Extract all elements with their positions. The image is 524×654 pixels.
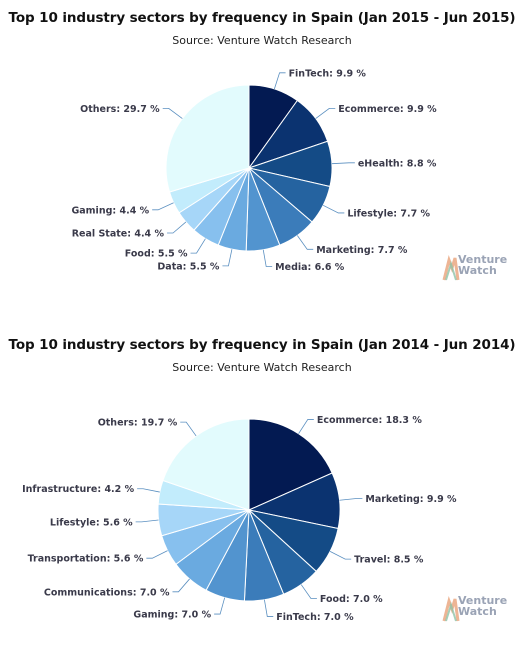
slice-label: Ecommerce: 9.9 % <box>338 104 437 115</box>
venture-watch-logo: Venture Watch <box>442 593 512 627</box>
slice-label: Marketing: 9.9 % <box>365 494 457 505</box>
leader-line <box>300 584 317 599</box>
slice-label: FinTech: 7.0 % <box>276 612 354 623</box>
slice-label: Real State: 4.4 % <box>72 229 165 240</box>
leader-line <box>322 204 345 214</box>
leader-line <box>315 107 336 119</box>
slice-label: Others: 29.7 % <box>80 104 160 115</box>
pie-slice <box>162 418 250 511</box>
slice-label: Media: 6.6 % <box>275 262 345 273</box>
leader-line <box>152 202 174 211</box>
leader-line <box>296 235 314 250</box>
logo-mark-icon <box>442 595 460 622</box>
leader-line <box>137 488 160 493</box>
leader-line <box>172 578 190 593</box>
chart-title: Top 10 industry sectors by frequency in … <box>8 337 516 353</box>
pie-chart-2014: Ecommerce: 18.3 % Marketing: 9.9 % Travel:… <box>22 415 457 623</box>
slice-label: eHealth: 8.8 % <box>358 158 437 169</box>
leader-line <box>273 72 286 90</box>
leader-line <box>190 238 206 254</box>
slice-label: Gaming: 7.0 % <box>133 610 211 621</box>
slice-label: Lifestyle: 7.7 % <box>347 208 430 219</box>
chart-subtitle: Source: Venture Watch Research <box>172 34 352 47</box>
venture-watch-logo: Venture Watch <box>442 252 512 286</box>
leader-line <box>135 519 159 523</box>
slice-label: FinTech: 9.9 % <box>289 68 367 79</box>
leader-line <box>214 597 226 615</box>
pie-slice <box>165 84 250 193</box>
leader-line <box>339 498 363 501</box>
leader-line <box>146 550 168 559</box>
slice-label: Data: 5.5 % <box>157 261 219 272</box>
pie-slice <box>248 418 333 511</box>
slice-label: Infrastructure: 4.2 % <box>22 484 134 495</box>
slice-label: Gaming: 4.4 % <box>71 205 149 216</box>
chart-subtitle: Source: Venture Watch Research <box>172 361 352 374</box>
leader-line <box>222 249 233 267</box>
slice-label: Travel: 8.5 % <box>354 555 424 566</box>
slice-label: Ecommerce: 18.3 % <box>317 415 423 426</box>
leader-line <box>162 107 183 119</box>
leader-line <box>298 419 314 434</box>
pie-chart-2015: FinTech: 9.9 % Ecommerce: 9.9 % eHealth: 8… <box>71 68 437 273</box>
chart-title: Top 10 industry sectors by frequency in … <box>8 10 516 26</box>
slice-label: Communications: 7.0 % <box>44 587 170 598</box>
slice-label: Marketing: 7.7 % <box>316 245 408 256</box>
leader-line <box>329 551 352 560</box>
leader-line <box>262 249 273 267</box>
slice-label: Transportation: 5.6 % <box>28 554 144 565</box>
slice-label: Lifestyle: 5.6 % <box>50 517 133 528</box>
chart-panel-2015: Top 10 industry sectors by frequency in … <box>8 10 516 286</box>
slice-label: Food: 7.0 % <box>320 594 383 605</box>
slice-label: Others: 19.7 % <box>98 418 178 429</box>
logo-mark-icon <box>442 254 460 281</box>
chart-panel-2014: Top 10 industry sectors by frequency in … <box>0 327 524 654</box>
leader-line <box>180 421 197 437</box>
slice-label: Food: 5.5 % <box>125 249 188 260</box>
leader-line <box>167 221 187 234</box>
leader-line <box>264 599 274 617</box>
leader-line <box>331 162 355 165</box>
